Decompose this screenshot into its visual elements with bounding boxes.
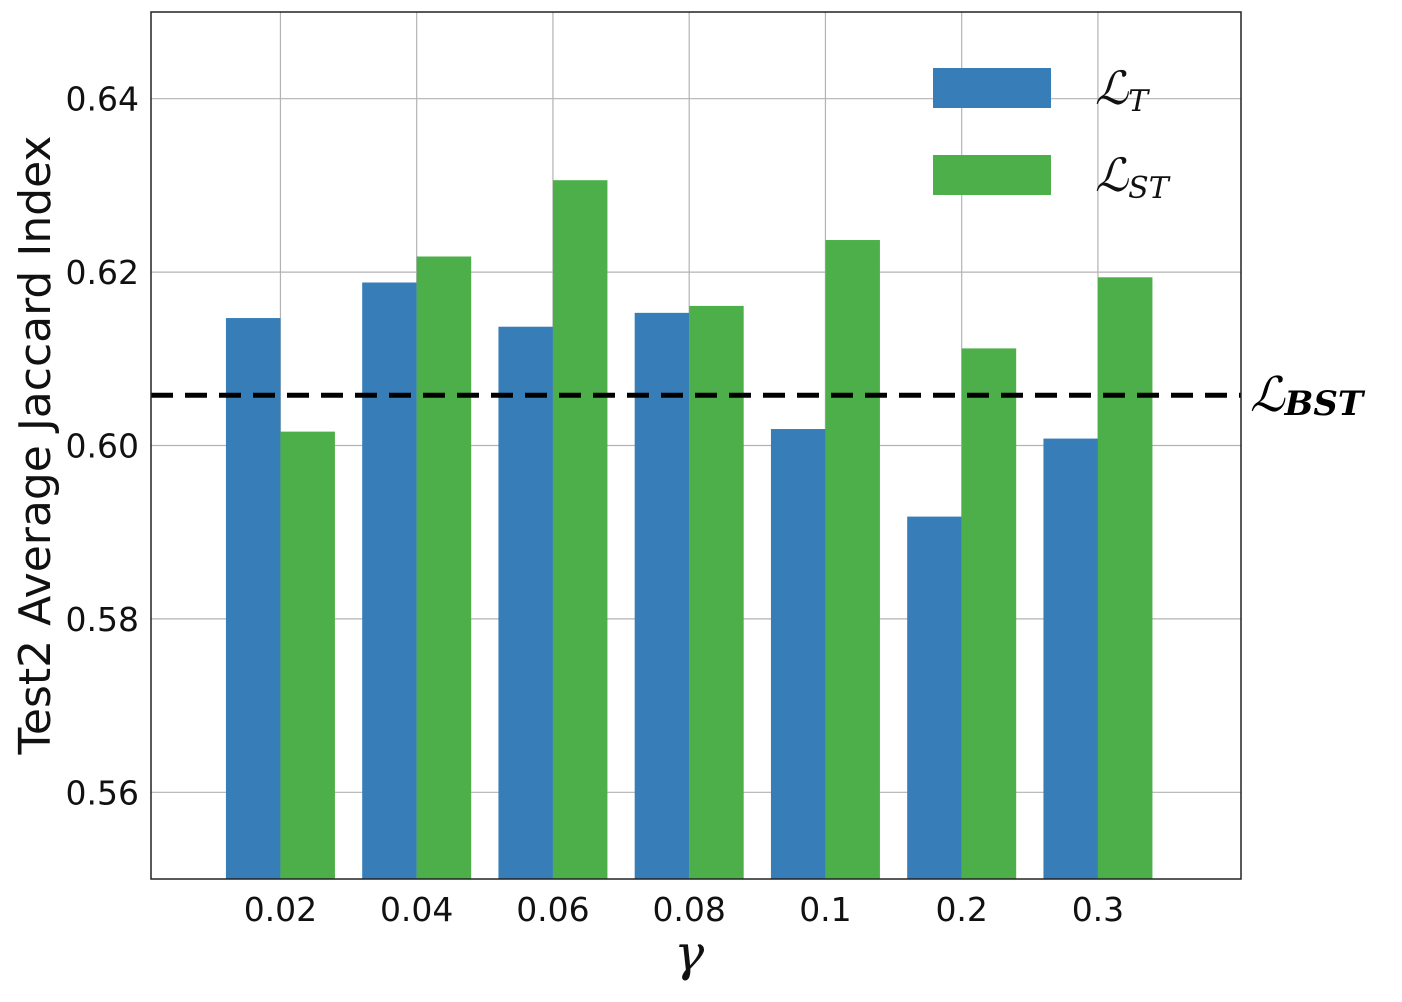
bar-lst-0-1 — [825, 240, 880, 879]
legend-swatch-lst — [933, 155, 1051, 195]
y-tick-label: 0.58 — [66, 600, 139, 639]
legend-swatch-lt — [933, 68, 1051, 108]
y-tick-label: 0.56 — [66, 773, 139, 812]
x-tick-label: 0.04 — [380, 890, 453, 929]
bar-lt-0-04 — [362, 282, 417, 879]
x-tick-label: 0.1 — [799, 890, 851, 929]
y-tick-label: 0.60 — [66, 427, 139, 466]
legend-label-lt: ℒT — [1095, 61, 1150, 119]
y-tick-labels: 0.56 0.58 0.60 0.62 0.64 — [66, 80, 139, 813]
y-tick-label: 0.64 — [66, 80, 139, 119]
bar-lst-0-08 — [689, 305, 744, 880]
y-axis-label: Test2 Average Jaccard Index — [10, 136, 61, 756]
bar-lst-0-04 — [416, 256, 472, 879]
y-tick-label: 0.62 — [66, 253, 139, 292]
bar-lt-0-08 — [634, 312, 690, 879]
legend: ℒT ℒST — [933, 61, 1171, 206]
reference-line-group: ℒBST — [151, 367, 1366, 424]
bar-lst-0-06 — [552, 180, 608, 879]
bar-lt-0-1 — [770, 429, 826, 879]
x-tick-label: 0.3 — [1072, 890, 1124, 929]
x-tick-label: 0.02 — [244, 890, 317, 929]
bar-lt-0-3 — [1043, 438, 1098, 879]
x-axis-label: γ — [674, 924, 704, 982]
reference-line-label: ℒBST — [1250, 367, 1366, 424]
x-tick-label: 0.2 — [935, 890, 987, 929]
bar-lt-0-2 — [907, 516, 962, 879]
bar-lst-0-2 — [961, 348, 1017, 879]
x-tick-label: 0.08 — [652, 890, 725, 929]
legend-label-lst: ℒST — [1095, 148, 1171, 206]
x-tick-labels: 0.02 0.04 0.06 0.08 0.1 0.2 0.3 — [244, 890, 1124, 929]
bar-lt-0-02 — [225, 318, 281, 879]
bar-lst-0-02 — [280, 431, 335, 879]
bar-lt-0-06 — [498, 326, 553, 879]
bar-lst-0-3 — [1097, 277, 1153, 879]
plot-frame — [150, 11, 1242, 880]
bars — [225, 180, 1153, 880]
x-tick-label: 0.06 — [516, 890, 589, 929]
